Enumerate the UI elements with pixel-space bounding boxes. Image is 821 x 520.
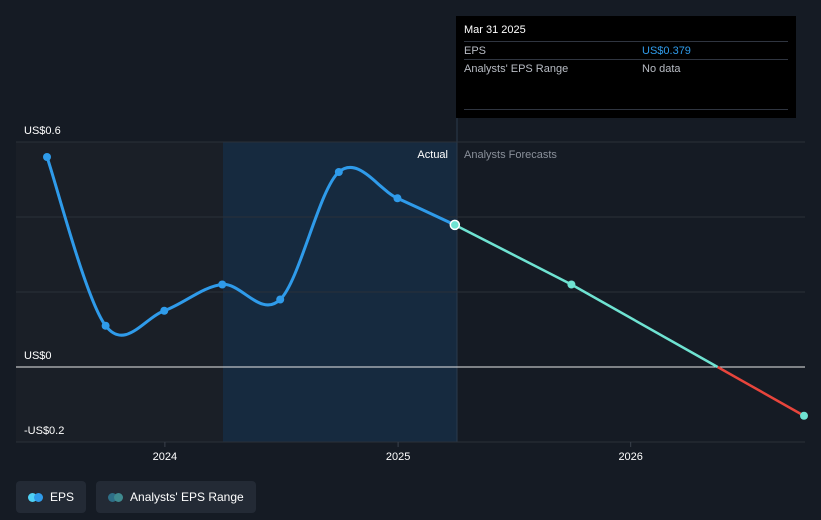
x-axis: 2024 2025 2026 bbox=[153, 442, 643, 463]
tooltip-row-range: Analysts' EPS Range No data bbox=[464, 59, 788, 77]
tooltip-date: Mar 31 2025 bbox=[464, 24, 526, 36]
range-swatch-icon bbox=[108, 492, 124, 502]
eps-highlight-point bbox=[449, 219, 461, 231]
legend: EPS Analysts' EPS Range bbox=[16, 481, 256, 513]
tooltip-eps-value: US$0.379 bbox=[642, 44, 691, 57]
eps-point-6 bbox=[393, 194, 402, 203]
tooltip-eps-label: EPS bbox=[464, 44, 487, 57]
forecast-line-segment-0 bbox=[454, 223, 572, 286]
tooltip-range-label: Analysts' EPS Range bbox=[464, 62, 569, 75]
x-tick-label-1: 2025 bbox=[386, 451, 410, 463]
forecast-point-1 bbox=[567, 280, 576, 289]
eps-point-0 bbox=[43, 153, 51, 161]
eps-point-5 bbox=[334, 168, 343, 176]
tooltip-row-eps: EPS US$0.379 bbox=[464, 41, 788, 59]
legend-item-range[interactable]: Analysts' EPS Range bbox=[96, 481, 256, 513]
y-tick-label-bottom: -US$0.2 bbox=[24, 425, 64, 437]
y-tick-label-top: US$0.6 bbox=[24, 125, 61, 137]
actual-label: Actual bbox=[417, 149, 448, 161]
series-layer bbox=[43, 153, 808, 420]
eps-point-1 bbox=[101, 321, 110, 330]
x-tick-label-2: 2026 bbox=[618, 451, 642, 463]
forecast-label: Analysts Forecasts bbox=[464, 149, 557, 161]
tooltip: Mar 31 2025 EPS US$0.379 Analysts' EPS R… bbox=[456, 16, 796, 118]
legend-range-label: Analysts' EPS Range bbox=[130, 490, 244, 504]
forecast-negative-segment-1 bbox=[716, 365, 805, 417]
forecast-line-segment-1 bbox=[570, 283, 719, 369]
x-tick-label-0: 2024 bbox=[153, 451, 177, 463]
forecast-point-2 bbox=[800, 411, 808, 420]
eps-point-3 bbox=[218, 280, 227, 289]
eps-point-4 bbox=[276, 295, 285, 304]
eps-swatch-icon bbox=[28, 492, 43, 502]
legend-eps-label: EPS bbox=[50, 490, 75, 504]
tooltip-divider bbox=[464, 109, 788, 110]
tooltip-range-value: No data bbox=[642, 62, 681, 75]
legend-item-eps[interactable]: EPS bbox=[16, 481, 87, 513]
y-tick-label-zero: US$0 bbox=[24, 350, 52, 362]
eps-point-2 bbox=[160, 306, 169, 315]
